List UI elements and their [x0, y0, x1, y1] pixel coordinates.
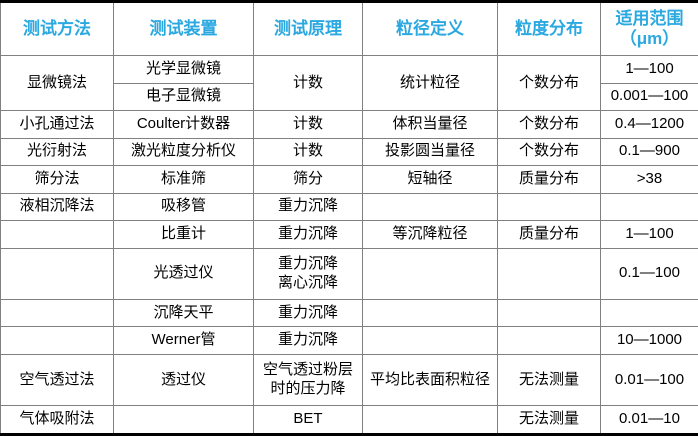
cell-device: 电子显微镜 [113, 82, 254, 112]
cell-distribution: 质量分布 [497, 165, 601, 194]
cell-principle: 空气透过粉层时的压力降 [253, 353, 363, 407]
cell-definition: 体积当量径 [362, 110, 498, 139]
cell-principle: 计数 [253, 137, 363, 167]
table-row: 小孔通过法 Coulter计数器 计数 体积当量径 个数分布 0.4—1200 [0, 110, 698, 139]
cell-definition: 平均比表面积粒径 [362, 353, 498, 407]
cell-principle: 重力沉降 [253, 220, 363, 249]
cell-method-empty [0, 326, 114, 355]
table-row: 显微镜法 光学显微镜 计数 统计粒径 个数分布 1—100 [0, 54, 698, 112]
cell-device: 透过仪 [113, 353, 254, 407]
cell-method: 显微镜法 [0, 54, 114, 112]
column-header-range-unit: （μm） [619, 29, 680, 48]
cell-principle: 计数 [253, 54, 363, 112]
table-row: 电子显微镜 0.001—100 [1, 82, 698, 112]
cell-method-empty [0, 247, 114, 300]
cell-principle: 重力沉降 [253, 326, 363, 355]
cell-distribution: 个数分布 [497, 110, 601, 139]
cell-distribution-empty [497, 192, 601, 222]
cell-range: 0.1—900 [600, 137, 698, 167]
cell-principle: 筛分 [253, 165, 363, 194]
table-header-row: 测试方法 测试装置 测试原理 粒径定义 粒度分布 适用范围 （μm） [0, 0, 698, 56]
cell-definition: 投影圆当量径 [362, 137, 498, 167]
cell-range: 0.01—100 [600, 353, 698, 407]
cell-method: 小孔通过法 [0, 110, 114, 139]
cell-range-empty [600, 192, 698, 222]
cell-definition-empty [362, 247, 498, 300]
table-row: 光透过仪 重力沉降 离心沉降 0.1—100 [0, 247, 698, 300]
cell-device: Werner管 [113, 326, 254, 355]
cell-device: Coulter计数器 [113, 110, 254, 139]
cell-method: 液相沉降法 [0, 192, 114, 222]
table-row: Werner管 重力沉降 10—1000 [0, 326, 698, 355]
cell-definition: 统计粒径 [362, 54, 498, 112]
cell-range: 0.4—1200 [600, 110, 698, 139]
cell-range: 0.001—100 [600, 82, 698, 112]
cell-distribution: 质量分布 [497, 220, 601, 249]
cell-distribution-empty [497, 298, 601, 328]
cell-device: 比重计 [113, 220, 254, 249]
cell-device: 激光粒度分析仪 [113, 137, 254, 167]
cell-device: 沉降天平 [113, 298, 254, 328]
cell-distribution: 无法测量 [497, 353, 601, 407]
cell-principle-line1: 重力沉降 [277, 254, 338, 272]
cell-method-empty [0, 298, 114, 328]
cell-principle: 计数 [253, 110, 363, 139]
cell-range-empty [600, 298, 698, 328]
cell-method: 光衍射法 [0, 137, 114, 167]
cell-distribution: 个数分布 [497, 137, 601, 167]
column-header-definition: 粒径定义 [362, 0, 498, 56]
cell-method: 空气透过法 [0, 353, 114, 407]
column-header-range: 适用范围 （μm） [600, 0, 698, 56]
cell-distribution-empty [497, 247, 601, 300]
cell-distribution-empty [497, 326, 601, 355]
table-row: 沉降天平 重力沉降 [0, 298, 698, 328]
cell-range: 0.01—10 [600, 405, 698, 436]
cell-device: 光透过仪 [113, 247, 254, 300]
column-header-range-title: 适用范围 [615, 9, 684, 29]
table-row: 比重计 重力沉降 等沉降粒径 质量分布 1—100 [0, 220, 698, 249]
cell-device: 标准筛 [113, 165, 254, 194]
table-row: 光衍射法 激光粒度分析仪 计数 投影圆当量径 个数分布 0.1—900 [0, 137, 698, 167]
cell-principle: 重力沉降 [253, 192, 363, 222]
column-header-principle: 测试原理 [253, 0, 363, 56]
table-row: 筛分法 标准筛 筛分 短轴径 质量分布 >38 [0, 165, 698, 194]
cell-range: 10—1000 [600, 326, 698, 355]
cell-definition-empty [362, 192, 498, 222]
cell-distribution: 无法测量 [497, 405, 601, 436]
cell-principle-line2: 离心沉降 [277, 273, 338, 291]
cell-range: 1—100 [600, 55, 698, 84]
column-header-method: 测试方法 [0, 0, 114, 56]
cell-principle: 重力沉降 离心沉降 [253, 247, 363, 300]
cell-method: 气体吸附法 [0, 405, 114, 436]
cell-distribution: 个数分布 [497, 54, 601, 112]
table-row: 空气透过法 透过仪 空气透过粉层时的压力降 平均比表面积粒径 无法测量 0.01… [0, 353, 698, 407]
cell-device-empty [113, 405, 254, 436]
cell-range: 0.1—100 [600, 247, 698, 300]
cell-principle: 重力沉降 [253, 298, 363, 328]
cell-definition-empty [362, 405, 498, 436]
cell-definition-empty [362, 298, 498, 328]
column-header-device: 测试装置 [113, 0, 254, 56]
cell-range: 1—100 [600, 220, 698, 249]
column-header-distribution: 粒度分布 [497, 0, 601, 56]
cell-principle: BET [253, 405, 363, 436]
cell-device: 吸移管 [113, 192, 254, 222]
cell-method-empty [0, 220, 114, 249]
cell-device: 光学显微镜 [113, 55, 254, 84]
cell-method: 筛分法 [0, 165, 114, 194]
table-row: 液相沉降法 吸移管 重力沉降 [0, 192, 698, 222]
cell-definition-empty [362, 326, 498, 355]
cell-definition: 短轴径 [362, 165, 498, 194]
table-row: 气体吸附法 BET 无法测量 0.01—10 [0, 405, 698, 436]
cell-definition: 等沉降粒径 [362, 220, 498, 249]
cell-range: >38 [600, 165, 698, 194]
